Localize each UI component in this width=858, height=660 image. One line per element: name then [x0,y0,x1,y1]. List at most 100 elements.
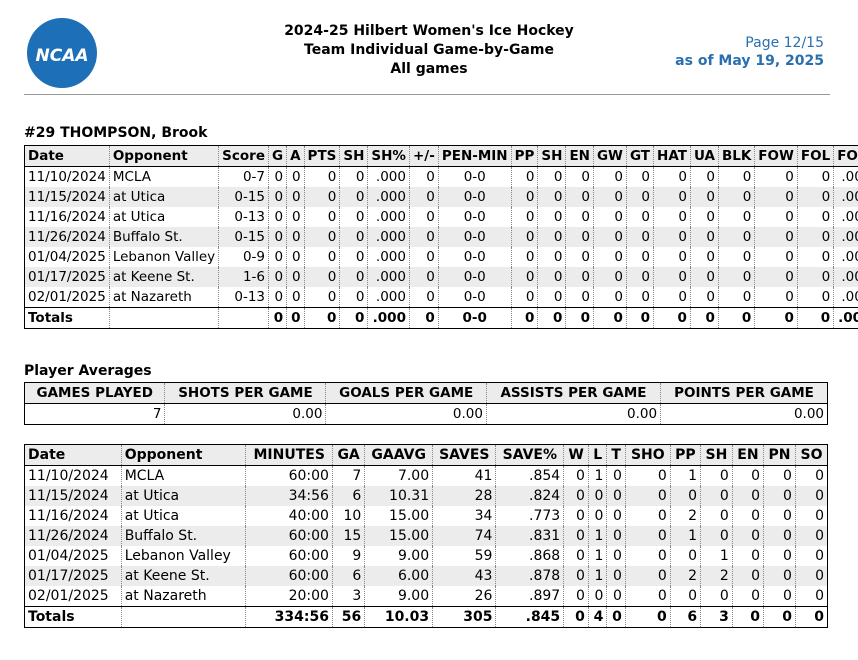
table-cell: 0-0 [437,187,512,207]
table-cell: Buffalo St. [120,526,246,546]
table-cell: 0 [339,267,368,287]
table-cell: at Utica [108,207,219,227]
table-cell: 1 [587,526,607,546]
header-divider [24,94,830,95]
table-cell: 0 [700,526,733,546]
table-cell: .000 [367,227,410,247]
table-cell: 0 [754,187,798,207]
table-cell: 0 [510,187,538,207]
table-cell: 1 [587,546,607,566]
column-header: FOL [796,145,834,167]
table-row: 11/26/2024 Buffalo St. 60:00 15 15.00 74.831 0… [24,526,828,546]
table-cell: 0 [537,267,566,287]
table-cell: 0 [796,247,834,267]
table-cell: 0 [653,207,691,227]
column-header: SH [339,145,368,167]
table-cell: 2 [669,566,701,586]
table-cell: 0 [606,566,626,586]
table-cell: 1 [669,526,701,546]
table-cell: 01/04/2025 [28,547,109,564]
table-cell: 01/04/2025 [28,248,106,265]
table-cell: 6 [331,566,365,586]
table-cell: 0 [565,227,594,247]
totals-cell: 0 [339,307,368,329]
table-cell: 0 [592,227,627,247]
column-header: HAT [653,145,691,167]
table-cell: 0 [653,187,691,207]
table-cell: 0 [731,486,764,506]
table-cell: 0 [303,247,340,267]
totals-cell: .845 [495,606,564,628]
table-cell: 0 [794,465,828,486]
table-row: 02/01/2025 at Nazareth 20:00 3 9.00 26.897 0 0 0… [25,586,828,607]
table-cell: 2 [669,506,701,526]
table-cell: .831 [495,526,564,546]
table-cell: 0 [796,207,834,227]
table-cell: 0 [717,247,755,267]
table-cell: .000 [833,287,858,308]
table-cell: at Utica [108,187,219,207]
table-cell: .897 [495,586,564,607]
table-cell: 26 [432,586,496,607]
table-cell: 9.00 [364,546,433,566]
table-cell: 0 [653,287,691,308]
column-header: SH [700,444,733,466]
totals-cell [120,606,246,628]
column-header: L [587,444,607,466]
table-cell: 0 [796,287,834,308]
table-cell: 7.00 [364,465,433,486]
table-cell: 0 [565,287,594,308]
table-cell: .000 [833,247,858,267]
column-header: SO [794,444,828,466]
table-row: 11/10/2024 MCLA 0-7 0 0 0 0.000 0 0-0 0 0 0 0 0 0 0 0 0 0.… [25,166,858,187]
table-cell: 0 [717,287,755,308]
table-cell: 0 [717,166,755,187]
table-cell: 0 [510,247,538,267]
column-header: GW [592,145,627,167]
table-cell: 11/15/2024 [24,187,110,207]
table-cell: 0 [267,287,287,308]
table-cell: 0 [624,566,671,586]
table-cell: 0 [286,287,305,308]
averages-header: POINTS PER GAME [660,382,828,404]
table-cell: 0 [565,166,594,187]
table-cell: 11/15/2024 [24,486,122,506]
totals-row: Totals 334:56 56 10.03 305.845 0 4 0 0 6 3 0 0 0 [24,606,828,628]
table-cell: 0 [796,267,834,287]
table-cell: 0 [653,227,691,247]
report-scope: All games [390,61,468,77]
totals-cell: 0 [763,606,796,628]
totals-cell: 0 [408,307,439,329]
table-cell: .868 [495,546,564,566]
table-cell: 01/17/2025 [24,267,110,287]
column-header: T [606,444,626,466]
column-header: EN [565,145,594,167]
table-cell: 0 [669,546,701,566]
column-header: UA [689,145,719,167]
totals-cell: 334:56 [245,606,333,628]
table-cell: 0 [625,287,654,308]
table-cell: 0 [794,546,828,566]
table-cell: .000 [833,227,858,247]
table-cell: 1-6 [218,267,269,287]
table-cell: .000 [833,166,858,187]
table-cell: 0 [624,586,671,607]
table-cell: .000 [833,187,858,207]
table-cell: 0 [754,227,798,247]
table-cell: 0 [763,546,796,566]
averages-header: GOALS PER GAME [325,382,487,404]
table-cell: 0 [286,267,305,287]
averages-header: ASSISTS PER GAME [485,382,661,404]
column-header: PP [669,444,701,466]
table-cell: 0 [408,227,439,247]
table-cell: .824 [495,486,564,506]
report-subtitle: Team Individual Game-by-Game [304,42,554,58]
table-cell: 0 [754,166,798,187]
table-cell: 0 [606,546,626,566]
table-cell: 0-0 [437,227,512,247]
table-cell: 02/01/2025 [28,288,106,305]
table-cell: 0 [587,586,607,607]
table-cell: 0 [625,247,654,267]
column-header: Date [24,145,110,167]
table-cell: 0 [408,247,439,267]
